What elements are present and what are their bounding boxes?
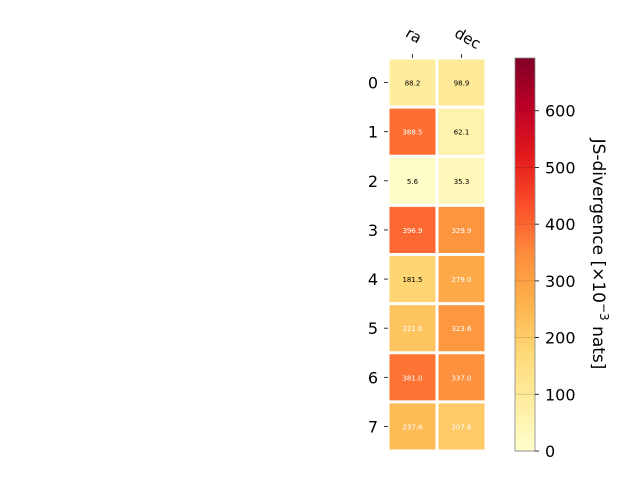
row-label: 2 <box>368 172 378 191</box>
row-label: 0 <box>368 74 378 93</box>
colorbar-tick-label: 200 <box>545 329 576 348</box>
colorbar-tick-label: 600 <box>545 102 576 121</box>
colorbar-tick-label: 0 <box>545 442 555 461</box>
row-label: 6 <box>368 368 378 387</box>
column-label: ra <box>403 24 425 47</box>
heatmap-cell <box>438 256 485 303</box>
heatmap-cell <box>438 59 485 106</box>
heatmap-cell <box>389 403 436 450</box>
heatmap-cell <box>389 157 436 204</box>
heatmap-cell <box>389 59 436 106</box>
cell-value-label: 388.5 <box>402 129 422 137</box>
cell-value-label: 35.3 <box>454 178 470 186</box>
cell-value-label: 323.6 <box>451 325 472 333</box>
colorbar-label: JS-divergence [×10−3 nats] <box>588 138 611 370</box>
cell-value-label: 279.0 <box>451 276 471 284</box>
heatmap-cell <box>389 256 436 303</box>
cell-value-label: 181.5 <box>402 276 422 284</box>
cell-value-label: 88.2 <box>405 80 421 88</box>
row-label: 5 <box>368 319 378 338</box>
heatmap-cell <box>438 305 485 352</box>
colorbar-gradient <box>514 57 536 452</box>
cell-value-label: 62.1 <box>454 129 470 137</box>
colorbar-tick-label: 500 <box>545 158 576 177</box>
row-labels: 0 1 2 3 4 5 6 7 <box>368 74 388 436</box>
cell-value-label: 381.0 <box>402 374 422 382</box>
cell-value-label: 221.0 <box>402 325 422 333</box>
colorbar-ticks: 0 100 200 300 400 500 600 <box>515 102 576 461</box>
column-label: dec <box>452 24 484 53</box>
row-label: 1 <box>368 123 378 142</box>
heatmap-cell <box>438 108 485 155</box>
heatmap-cell <box>389 108 436 155</box>
colorbar-tick-label: 300 <box>545 272 576 291</box>
cell-value-label: 5.6 <box>407 178 419 186</box>
heatmap-cell <box>389 305 436 352</box>
heatmap-cells: 88.2 98.9 388.5 62.1 5.6 35.3 396.9 329.9 181.5 2… <box>389 59 485 450</box>
heatmap-cell <box>438 206 485 253</box>
colorbar: 0 100 200 300 400 500 600 JS-divergence [×10−3… <box>514 57 611 461</box>
heatmap-cell <box>438 403 485 450</box>
colorbar-tick-label: 400 <box>545 215 576 234</box>
heatmap-cell <box>389 354 436 401</box>
row-label: 7 <box>368 417 378 436</box>
heatmap-cell <box>438 354 485 401</box>
cell-value-label: 329.9 <box>451 227 471 235</box>
row-label: 4 <box>368 270 378 289</box>
heatmap-cell <box>438 157 485 204</box>
heatmap-cell <box>389 206 436 253</box>
row-label: 3 <box>368 221 378 240</box>
cell-value-label: 207.6 <box>451 423 472 431</box>
colorbar-tick-label: 100 <box>545 385 576 404</box>
cell-value-label: 337.0 <box>451 374 471 382</box>
cell-value-label: 237.4 <box>402 423 423 431</box>
cell-value-label: 98.9 <box>454 80 470 88</box>
column-labels: ra dec <box>403 24 484 58</box>
cell-value-label: 396.9 <box>402 227 422 235</box>
